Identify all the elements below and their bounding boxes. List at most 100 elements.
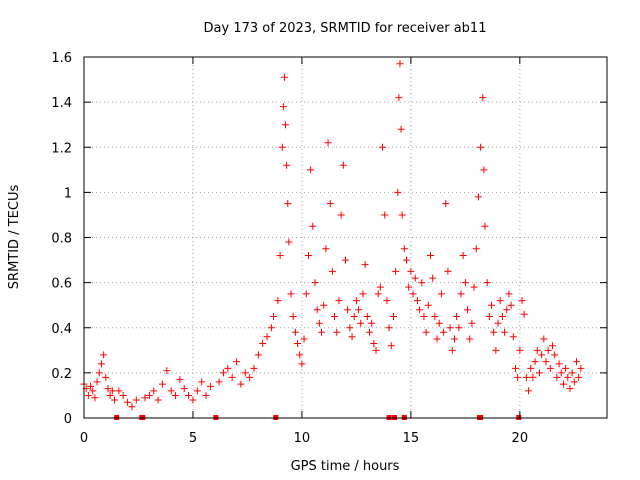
data-point (163, 367, 171, 375)
data-point (422, 328, 430, 336)
data-point (246, 373, 254, 381)
data-point (298, 360, 306, 368)
data-point (278, 143, 286, 151)
data-point (418, 279, 426, 287)
data-point (555, 360, 563, 368)
data-point (440, 328, 448, 336)
data-point (542, 358, 550, 366)
data-point (416, 306, 424, 314)
data-point (397, 125, 405, 133)
data-point (450, 335, 458, 343)
data-point (318, 328, 326, 336)
grid-lines (84, 57, 607, 418)
x-tick-label: 15 (403, 431, 420, 446)
data-point (431, 312, 439, 320)
data-point (348, 333, 356, 341)
data-point (315, 319, 323, 327)
x-tick-label: 0 (80, 431, 88, 446)
data-point (115, 387, 123, 395)
data-point (363, 312, 371, 320)
data-point (158, 380, 166, 388)
data-point (577, 364, 585, 372)
data-point (289, 312, 297, 320)
data-point (276, 252, 284, 260)
data-point (538, 351, 546, 359)
data-point (259, 340, 267, 348)
y-tick-label: 0.2 (51, 367, 72, 382)
data-point (87, 382, 95, 390)
data-point (522, 373, 530, 381)
x-tick-labels: 0 5 10 15 20 (80, 431, 528, 446)
data-point (403, 256, 411, 264)
y-tick-labels: 0 0.2 0.4 0.6 0.8 1 1.2 1.4 1.6 (51, 51, 72, 427)
data-point (557, 369, 565, 377)
data-point (202, 391, 210, 399)
data-point (520, 310, 528, 318)
data-point (483, 279, 491, 287)
data-point (424, 301, 432, 309)
y-tick-label: 1.2 (51, 141, 72, 156)
data-point (219, 369, 227, 377)
data-point (355, 306, 363, 314)
data-point (392, 267, 400, 275)
x-tick-label: 20 (512, 431, 529, 446)
data-point (437, 290, 445, 298)
data-point (346, 324, 354, 332)
data-point (119, 391, 127, 399)
data-point (104, 385, 112, 393)
data-point (562, 364, 570, 372)
data-point (108, 387, 116, 395)
data-point (379, 143, 387, 151)
data-point (150, 387, 158, 395)
data-point (350, 312, 358, 320)
data-point (433, 335, 441, 343)
data-point (339, 161, 347, 169)
data-point (398, 211, 406, 219)
data-point (274, 297, 282, 305)
data-point (352, 297, 360, 305)
data-point (267, 324, 275, 332)
data-point (385, 324, 393, 332)
data-point (285, 238, 293, 246)
data-point (337, 211, 345, 219)
data-point (498, 312, 506, 320)
data-point (296, 351, 304, 359)
data-point (376, 283, 384, 291)
data-point (124, 398, 132, 406)
y-tick-label: 0.6 (51, 277, 72, 292)
data-point (396, 60, 404, 68)
data-point (516, 346, 524, 354)
data-point (93, 378, 101, 386)
data-point (553, 373, 561, 381)
data-point (466, 335, 474, 343)
data-point (570, 378, 578, 386)
data-point (479, 94, 487, 102)
data-point (575, 373, 583, 381)
data-point (185, 391, 193, 399)
data-point (481, 222, 489, 230)
data-point (128, 403, 136, 411)
data-point (529, 373, 537, 381)
data-point (472, 245, 480, 253)
data-point (180, 385, 188, 393)
data-point (435, 319, 443, 327)
data-point (102, 373, 110, 381)
data-point (394, 188, 402, 196)
data-point (503, 306, 511, 314)
data-point (95, 369, 103, 377)
data-point (459, 252, 467, 260)
data-point (549, 342, 557, 350)
data-point (215, 378, 223, 386)
data-point (546, 364, 554, 372)
data-point (488, 301, 496, 309)
data-point (444, 267, 452, 275)
data-point (518, 297, 526, 305)
data-point (572, 358, 580, 366)
y-axis-label: SRMTID / TECUs (7, 185, 22, 290)
data-point (540, 335, 548, 343)
data-point (457, 290, 465, 298)
data-point (307, 166, 315, 174)
data-point (141, 394, 149, 402)
data-point (535, 369, 543, 377)
